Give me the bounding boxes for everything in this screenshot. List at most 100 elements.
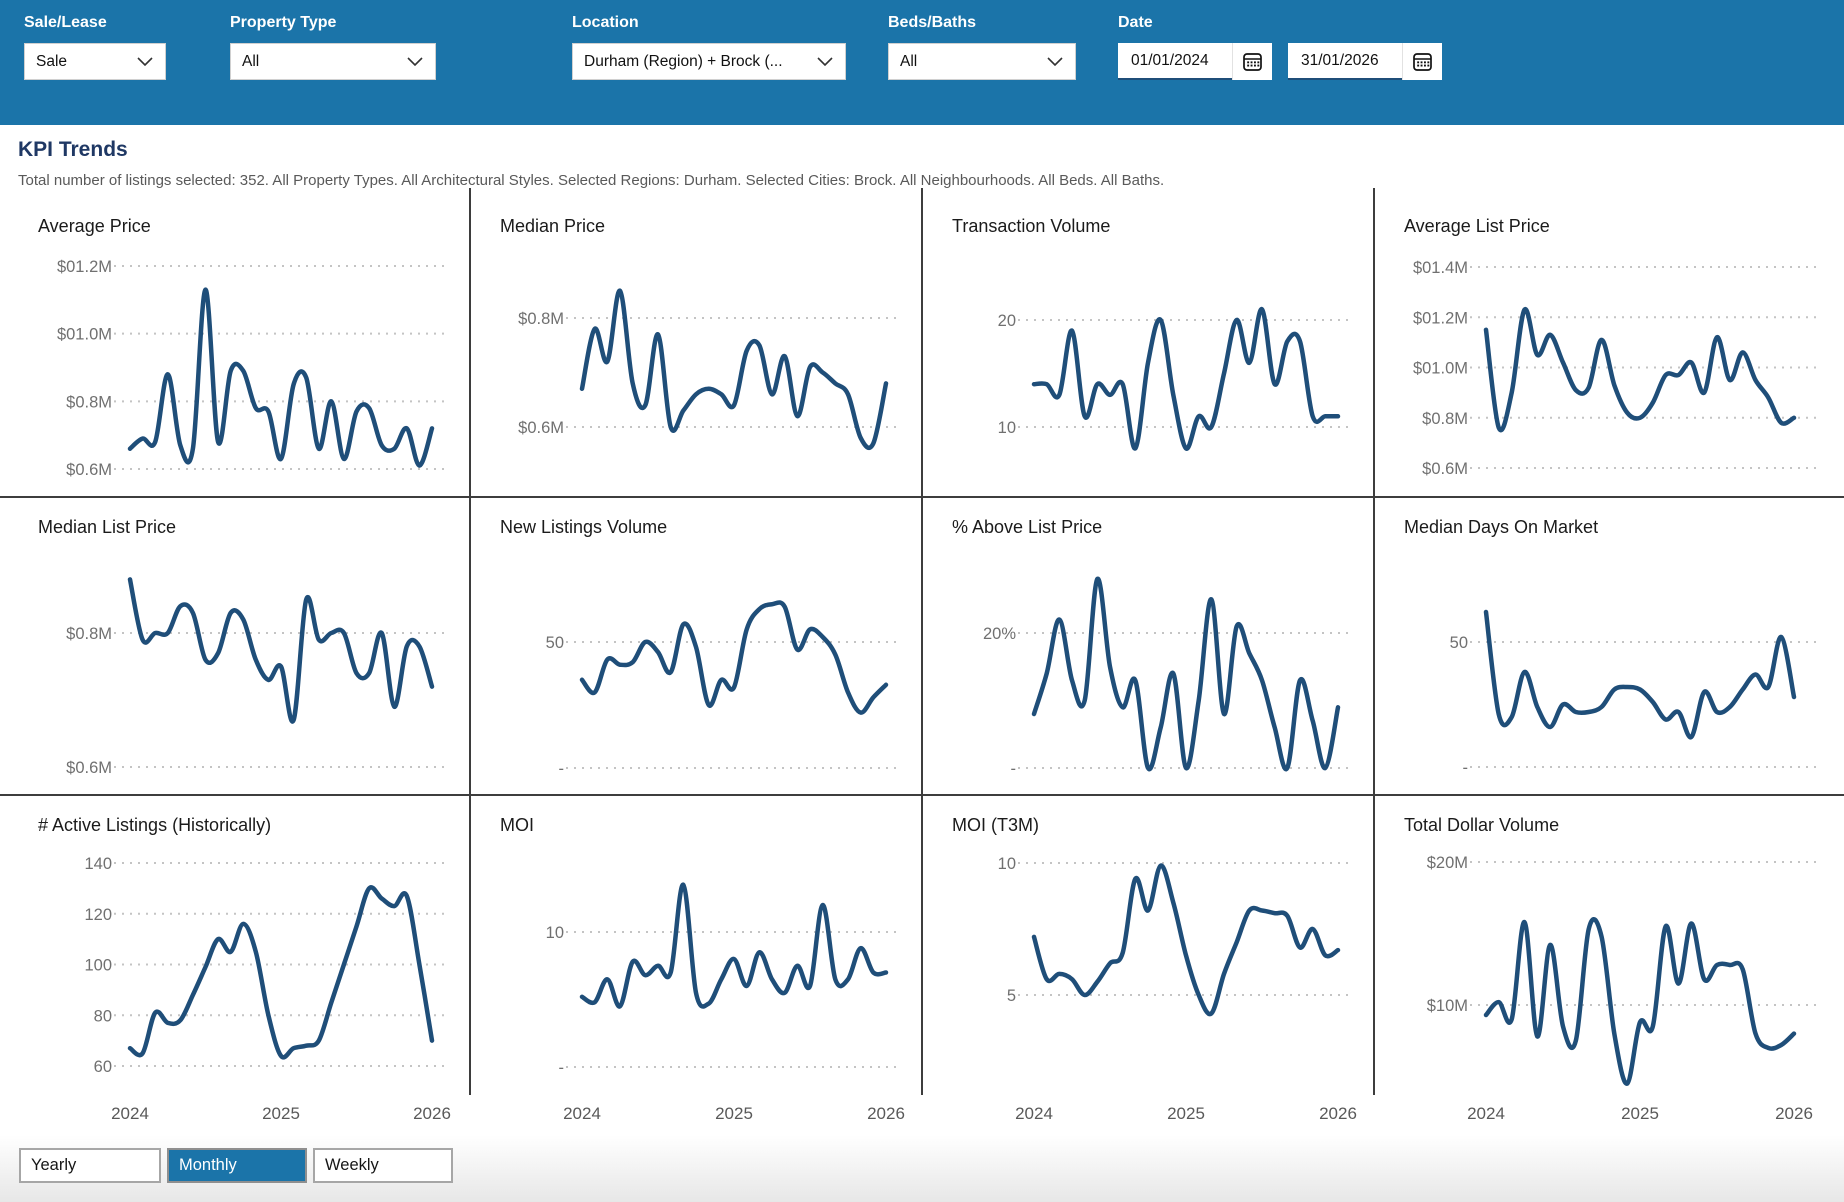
date-start-input[interactable]: 01/01/2024 (1118, 43, 1272, 80)
chart-title: # Active Listings (Historically) (38, 815, 272, 835)
sale-lease-value: Sale (36, 52, 68, 70)
svg-text:10: 10 (998, 855, 1016, 873)
svg-text:2024: 2024 (111, 1104, 149, 1123)
chart-median-price: Median Price $0.8M $0.6M (470, 188, 922, 497)
svg-text:2025: 2025 (1621, 1104, 1659, 1123)
svg-text:$0.8M: $0.8M (66, 625, 112, 643)
chart-canvas: 10 - 2024 2025 2026 (546, 882, 905, 1123)
date-label: Date (1118, 14, 1153, 31)
svg-text:-: - (559, 1059, 565, 1077)
beds-baths-value: All (900, 52, 918, 70)
chart-average-list-price: Average List Price $01.4M $01.2M $01.0M $0.8… (1374, 188, 1844, 497)
chart-moi: MOI 10 - 2024 2025 2026 (470, 795, 922, 1135)
svg-text:20%: 20% (983, 625, 1016, 643)
filter-bar: Sale/Lease Sale Property Type All Locati… (0, 0, 1844, 125)
chart-title: % Above List Price (952, 517, 1103, 537)
chart-canvas: 20% - (983, 576, 1350, 778)
chart-total-dollar-volume: Total Dollar Volume $20M $10M 2024 2025 2026 (1374, 795, 1844, 1135)
chart-canvas: 50 - (546, 600, 898, 778)
svg-text:2024: 2024 (1467, 1104, 1505, 1123)
chevron-down-icon (1047, 57, 1063, 66)
svg-text:20: 20 (998, 312, 1016, 330)
svg-text:2024: 2024 (563, 1104, 601, 1123)
svg-text:2026: 2026 (867, 1104, 905, 1123)
property-type-value: All (242, 52, 260, 70)
svg-text:$0.6M: $0.6M (66, 759, 112, 777)
location-value: Durham (Region) + Brock (... (584, 52, 783, 70)
svg-text:$0.6M: $0.6M (66, 461, 112, 479)
chart-median-days-on-market: Median Days On Market 50 - (1374, 497, 1844, 795)
chart-canvas: $01.2M $01.0M $0.8M $0.6M (57, 258, 446, 479)
svg-text:$20M: $20M (1427, 854, 1468, 872)
svg-text:140: 140 (84, 855, 112, 873)
svg-text:$0.8M: $0.8M (518, 310, 564, 328)
beds-baths-label: Beds/Baths (888, 14, 977, 31)
svg-text:10: 10 (998, 419, 1016, 437)
svg-text:$01.0M: $01.0M (57, 326, 112, 344)
beds-baths-select[interactable]: All (888, 43, 1076, 80)
granularity-yearly-button[interactable]: Yearly (19, 1148, 161, 1183)
svg-text:-: - (1463, 759, 1469, 777)
svg-text:-: - (1011, 760, 1017, 778)
chart-new-listings-volume: New Listings Volume 50 - (470, 497, 922, 795)
svg-text:$0.8M: $0.8M (66, 393, 112, 411)
grid-divider (0, 794, 1844, 796)
svg-text:60: 60 (94, 1058, 112, 1076)
chart-transaction-volume: Transaction Volume 20 10 (922, 188, 1374, 497)
granularity-monthly-button[interactable]: Monthly (167, 1148, 307, 1183)
grid-divider (0, 496, 1844, 498)
chart-canvas: $01.4M $01.2M $01.0M $0.8M $0.6M (1413, 259, 1820, 478)
granularity-weekly-button[interactable]: Weekly (313, 1148, 453, 1183)
filter-date: Date (1118, 13, 1153, 33)
chart-above-list-price: % Above List Price 20% - (922, 497, 1374, 795)
filter-beds-baths: Beds/Baths All (888, 13, 1076, 80)
chart-median-list-price: Median List Price $0.8M $0.6M (0, 497, 470, 795)
svg-text:2026: 2026 (1775, 1104, 1813, 1123)
chart-title: New Listings Volume (500, 517, 668, 537)
chart-title: MOI (T3M) (952, 815, 1039, 835)
date-end-input[interactable]: 31/01/2026 (1288, 43, 1442, 80)
filter-property-type: Property Type All (230, 13, 436, 80)
location-label: Location (572, 14, 639, 31)
footer-strip (0, 1135, 1844, 1202)
svg-text:10: 10 (546, 924, 564, 942)
filter-location: Location Durham (Region) + Brock (... (572, 13, 846, 80)
calendar-icon[interactable] (1402, 43, 1442, 80)
chart-canvas: 140 120 100 80 60 2024 2025 2026 (84, 855, 450, 1123)
svg-text:-: - (559, 760, 565, 778)
chevron-down-icon (407, 57, 423, 66)
svg-text:$01.4M: $01.4M (1413, 259, 1468, 277)
sale-lease-select[interactable]: Sale (24, 43, 166, 80)
chart-active-listings-historically: # Active Listings (Historically) 140 120 10… (0, 795, 470, 1135)
chart-title: Average List Price (1404, 216, 1550, 236)
date-end-value[interactable]: 31/01/2026 (1288, 43, 1402, 80)
svg-text:2025: 2025 (1167, 1104, 1205, 1123)
location-select[interactable]: Durham (Region) + Brock (... (572, 43, 846, 80)
chart-title: Median Price (500, 216, 606, 236)
svg-text:$01.2M: $01.2M (57, 258, 112, 276)
chart-canvas: 50 - (1450, 609, 1820, 777)
property-type-label: Property Type (230, 14, 337, 31)
svg-text:2026: 2026 (1319, 1104, 1357, 1123)
chart-canvas: $0.8M $0.6M (66, 577, 446, 777)
chart-title: Median Days On Market (1404, 517, 1599, 537)
date-start-value[interactable]: 01/01/2024 (1118, 43, 1232, 80)
page-subtitle: Total number of listings selected: 352. … (18, 172, 1165, 189)
calendar-icon[interactable] (1232, 43, 1272, 80)
svg-text:50: 50 (546, 634, 564, 652)
chart-canvas: 10 5 2024 2025 2026 (998, 855, 1357, 1123)
svg-text:2025: 2025 (715, 1104, 753, 1123)
chart-average-price: Average Price $01.2M $01.0M $0.8M $0.6M (0, 188, 470, 497)
chart-moi-t3m: MOI (T3M) 10 5 2024 2025 2026 (922, 795, 1374, 1135)
svg-text:80: 80 (94, 1007, 112, 1025)
property-type-select[interactable]: All (230, 43, 436, 80)
grid-divider (469, 188, 471, 1095)
svg-text:120: 120 (84, 906, 112, 924)
filter-sale-lease: Sale/Lease Sale (24, 13, 166, 80)
svg-text:$10M: $10M (1427, 997, 1468, 1015)
page-title: KPI Trends (18, 138, 128, 161)
svg-text:$01.2M: $01.2M (1413, 309, 1468, 327)
sale-lease-label: Sale/Lease (24, 14, 107, 31)
